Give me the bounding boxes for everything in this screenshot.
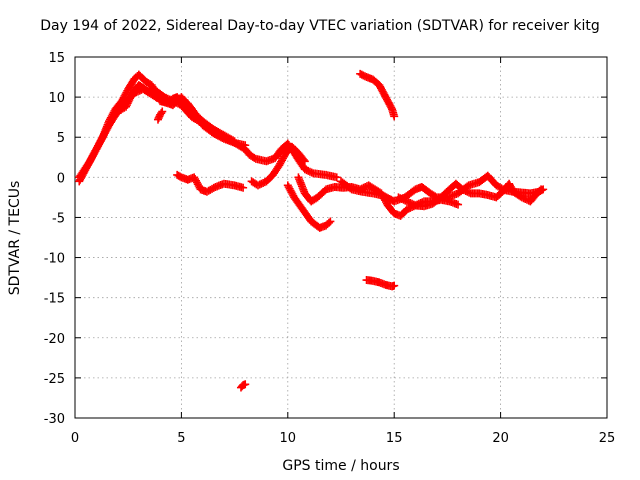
x-tick-label: 15 — [386, 431, 403, 446]
series-track-main-3 — [75, 81, 239, 186]
series-track-low-3 — [394, 179, 546, 211]
y-tick-label: 0 — [57, 171, 65, 186]
plot-frame — [74, 56, 608, 419]
y-tick-label: -10 — [44, 252, 65, 267]
series-track-aux-2 — [247, 142, 309, 190]
series-track-arc — [356, 69, 399, 121]
data-point — [535, 186, 544, 195]
x-tick-label: 20 — [492, 431, 509, 446]
plot-border — [74, 56, 608, 419]
y-tick-label: -20 — [44, 332, 65, 347]
data-point — [158, 107, 167, 116]
chart-title: Day 194 of 2022, Sidereal Day-to-day VTE… — [40, 18, 600, 34]
x-tick-label: 5 — [177, 431, 185, 446]
series-track-dip — [283, 181, 335, 232]
data-point — [307, 168, 316, 177]
data-point — [228, 136, 237, 145]
data-point — [326, 217, 335, 226]
series-track-mid — [173, 170, 248, 196]
series-track-isolated-1 — [362, 276, 399, 291]
data-point — [324, 218, 333, 227]
axis-ticks: 0 5 10 15 20 25 15 10 5 0 -5 -10 -15 -20 -25 -30 — [44, 51, 616, 446]
data-point — [390, 112, 399, 121]
data-markers — [75, 69, 548, 392]
data-point — [239, 183, 248, 192]
y-tick-label: 15 — [48, 51, 65, 66]
y-tick-label: -30 — [44, 412, 65, 427]
grid — [75, 57, 607, 418]
data-point — [241, 141, 250, 150]
x-tick-label: 25 — [599, 431, 616, 446]
y-tick-label: 10 — [48, 91, 65, 106]
data-point — [332, 173, 341, 182]
data-point — [537, 185, 546, 194]
y-tick-label: -15 — [44, 292, 65, 307]
data-point — [454, 200, 463, 209]
data-point — [157, 109, 166, 118]
y-tick-label: -25 — [44, 372, 65, 387]
x-tick-label: 0 — [71, 431, 79, 446]
x-axis-label: GPS time / hours — [282, 458, 400, 474]
data-point — [230, 137, 239, 146]
y-axis-label: SDTVAR / TECUs — [7, 180, 23, 296]
data-point — [300, 157, 309, 166]
series-track-aux-1 — [153, 107, 167, 124]
data-point — [241, 380, 250, 389]
data-point — [299, 155, 308, 164]
y-tick-label: -5 — [52, 211, 65, 226]
x-tick-label: 10 — [280, 431, 297, 446]
series-track-isolated-2 — [236, 380, 250, 392]
data-point — [390, 281, 399, 290]
y-tick-label: 5 — [57, 131, 65, 146]
